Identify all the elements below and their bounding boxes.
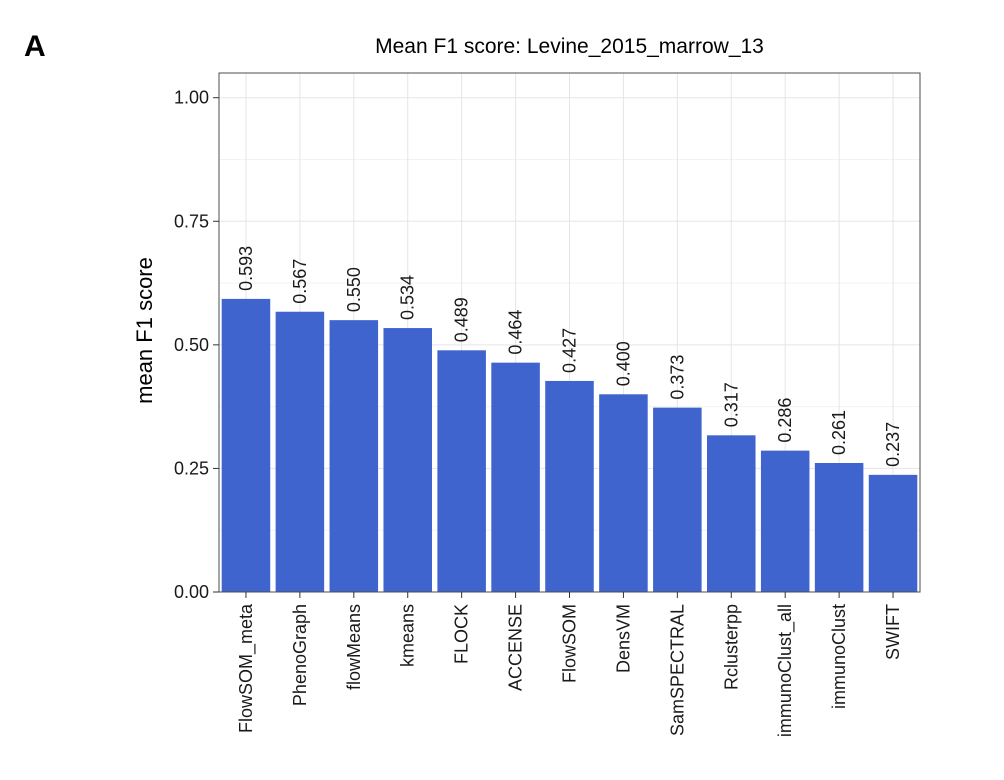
bar [275,311,325,592]
data-label: 0.464 [506,310,526,355]
data-label: 0.373 [667,355,687,400]
x-tick-label: FlowSOM [560,604,580,683]
x-axis: FlowSOM_meta PhenoGraph flowMeans kmeans FLO… [236,592,903,737]
bar [329,320,379,592]
data-label: 0.489 [452,297,472,342]
x-tick-label: PhenoGraph [290,604,310,706]
x-tick-label: SWIFT [883,604,903,660]
panel-label: A [24,30,46,63]
x-tick-label: Rclusterpp [721,604,741,690]
bar [599,394,648,592]
data-label: 0.237 [883,422,903,467]
bar [545,380,594,592]
x-tick-label: SamSPECTRAL [667,604,687,736]
bar [814,462,864,592]
bars [221,298,918,592]
x-tick-label: flowMeans [344,604,364,690]
y-tick-label: 0.50 [174,335,209,355]
data-label: 0.567 [290,259,310,304]
data-label: 0.261 [829,410,849,455]
bar [437,350,486,592]
x-tick-label: ACCENSE [506,604,526,691]
bar [491,362,540,592]
data-label: 0.286 [775,398,795,443]
y-tick-label: 0.00 [174,582,209,602]
bar [383,328,432,592]
y-axis: 0.00 0.25 0.50 0.75 1.00 [174,88,219,602]
bar [760,450,810,592]
data-labels: 0.593 0.567 0.550 0.534 0.489 0.464 0.427 0.400… [236,246,903,467]
chart-title: Mean F1 score: Levine_2015_marrow_13 [375,35,764,58]
x-tick-label: FlowSOM_meta [236,603,257,733]
data-label: 0.550 [344,267,364,312]
x-tick-label: immunoClust_all [775,604,796,737]
bar [221,298,271,592]
x-tick-label: DensVM [613,604,633,673]
x-tick-label: kmeans [398,604,418,667]
y-tick-label: 1.00 [174,88,209,108]
bar [868,474,918,592]
data-label: 0.593 [236,246,256,291]
data-label: 0.427 [560,328,580,373]
data-label: 0.534 [398,275,418,320]
x-tick-label: immunoClust [829,604,849,709]
bar [653,407,702,592]
bar [707,435,756,592]
y-axis-label: mean F1 score [132,257,157,404]
data-label: 0.400 [613,341,633,386]
y-tick-label: 0.25 [174,458,209,478]
x-tick-label: FLOCK [452,604,472,664]
data-label: 0.317 [721,382,741,427]
y-tick-label: 0.75 [174,211,209,231]
